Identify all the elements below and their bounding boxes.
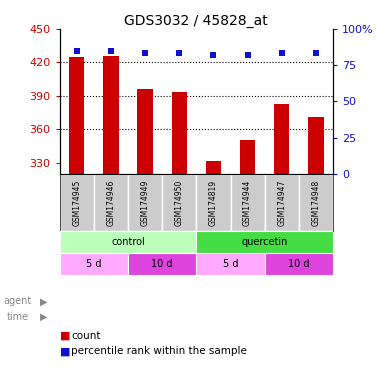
Point [279, 50, 285, 56]
Bar [231, 174, 264, 231]
Bar [103, 56, 119, 174]
Bar [308, 117, 324, 174]
Text: GSM174945: GSM174945 [72, 179, 81, 226]
Bar [60, 231, 196, 253]
Text: 5 d: 5 d [223, 259, 238, 269]
Text: 10 d: 10 d [151, 259, 173, 269]
Text: GSM174819: GSM174819 [209, 179, 218, 225]
Bar [94, 174, 128, 231]
Text: ■: ■ [60, 331, 70, 341]
Bar [274, 104, 290, 174]
Bar [206, 161, 221, 174]
Bar [128, 253, 196, 275]
Bar [264, 174, 299, 231]
Point [108, 48, 114, 54]
Text: GSM174950: GSM174950 [175, 179, 184, 226]
Text: 5 d: 5 d [86, 259, 102, 269]
Point [244, 52, 251, 58]
Text: ■: ■ [60, 346, 70, 356]
Bar [137, 89, 153, 174]
Text: quercetin: quercetin [241, 237, 288, 247]
Title: GDS3032 / 45828_at: GDS3032 / 45828_at [124, 14, 268, 28]
Bar [60, 253, 128, 275]
Point [210, 52, 216, 58]
Bar [60, 174, 94, 231]
Point [74, 48, 80, 54]
Bar [172, 93, 187, 174]
Text: 10 d: 10 d [288, 259, 310, 269]
Text: percentile rank within the sample: percentile rank within the sample [71, 346, 247, 356]
Bar [69, 57, 84, 174]
Point [313, 50, 319, 56]
Point [176, 50, 182, 56]
Text: time: time [7, 312, 29, 322]
Bar [240, 141, 255, 174]
Text: ▶: ▶ [40, 296, 48, 306]
Text: GSM174944: GSM174944 [243, 179, 252, 226]
Bar [128, 174, 162, 231]
Bar [196, 174, 231, 231]
Bar [196, 253, 264, 275]
Text: count: count [71, 331, 101, 341]
Bar [264, 253, 333, 275]
Point [142, 50, 148, 56]
Text: GSM174948: GSM174948 [311, 179, 320, 226]
Text: ▶: ▶ [40, 312, 48, 322]
Bar [299, 174, 333, 231]
Text: GSM174947: GSM174947 [277, 179, 286, 226]
Bar [162, 174, 196, 231]
Text: control: control [111, 237, 145, 247]
Text: agent: agent [4, 296, 32, 306]
Text: GSM174949: GSM174949 [141, 179, 150, 226]
Bar [196, 231, 333, 253]
Text: GSM174946: GSM174946 [106, 179, 115, 226]
